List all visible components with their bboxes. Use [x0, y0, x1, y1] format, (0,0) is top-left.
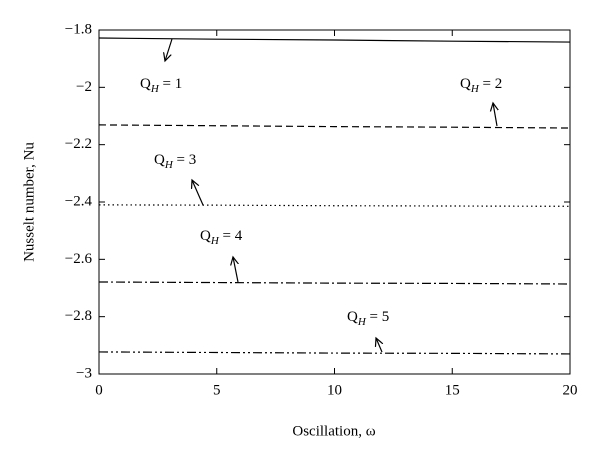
annotation-arrow — [165, 38, 173, 61]
annotation-arrow — [192, 180, 204, 206]
annotation-arrow — [233, 257, 238, 283]
series-line — [98, 281, 571, 285]
series-label: QH = 3 — [154, 152, 196, 170]
series-label: QH = 1 — [140, 76, 182, 94]
y-tick-label: −2.8 — [65, 308, 92, 324]
x-axis-label: Oscillation, ω — [292, 423, 375, 439]
x-tick-label: 20 — [563, 382, 578, 398]
y-tick-label: −2.4 — [65, 193, 93, 209]
y-tick-label: −2.2 — [65, 136, 92, 152]
series-label: QH = 5 — [347, 309, 389, 327]
y-tick-label: −2.6 — [65, 251, 93, 267]
annotation-arrow — [493, 103, 497, 127]
series-label: QH = 2 — [460, 76, 502, 94]
annotation-arrow — [376, 338, 382, 353]
x-tick-label: 5 — [213, 382, 221, 398]
x-tick-label: 15 — [445, 382, 460, 398]
series-line — [98, 124, 571, 129]
y-tick-label: −1.8 — [65, 21, 92, 37]
y-tick-label: −3 — [76, 365, 92, 381]
series-line — [98, 351, 571, 355]
y-axis-label: Nusselt number, Nu — [21, 142, 37, 262]
series-line — [98, 37, 571, 43]
series-label: QH = 4 — [200, 228, 243, 246]
y-tick-label: −2 — [76, 79, 92, 95]
series-line — [98, 204, 571, 207]
x-tick-label: 0 — [95, 382, 103, 398]
x-tick-label: 10 — [327, 382, 342, 398]
